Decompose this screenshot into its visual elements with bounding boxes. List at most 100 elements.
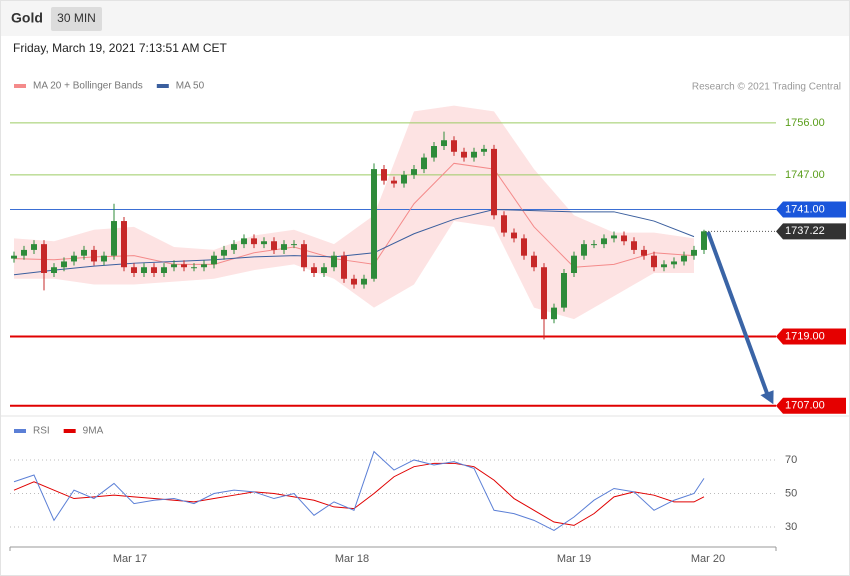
x-tick-label: Mar 17 (113, 553, 147, 565)
candle-body (561, 273, 567, 308)
level-label: 1719.00 (785, 330, 825, 342)
legend-swatch (14, 84, 26, 88)
candle-body (451, 140, 457, 152)
candle-body (601, 238, 607, 245)
candle-body (521, 238, 527, 256)
ma20-line (13, 162, 695, 268)
candle-body (371, 169, 377, 279)
candle-body (161, 267, 167, 273)
candle-body (441, 140, 447, 147)
level-label: 1707.00 (785, 400, 825, 412)
rsi-tick-label: 50 (785, 487, 797, 499)
rsi-tick-label: 30 (785, 521, 797, 533)
x-tick-label: Mar 20 (691, 553, 725, 565)
candle-body (11, 255, 17, 259)
candle-body (311, 267, 317, 273)
legend-swatch (14, 429, 26, 433)
candle-body (201, 264, 207, 268)
ma50-line (13, 209, 695, 276)
x-tick-label: Mar 19 (557, 553, 591, 565)
candle-body (671, 261, 677, 265)
candle-body (261, 241, 267, 245)
candle-body (41, 244, 47, 273)
candle-body (501, 215, 507, 233)
level-tag (776, 328, 846, 345)
candle-body (491, 148, 497, 216)
level-tag (776, 397, 846, 414)
candle-body (581, 244, 587, 256)
candle-body (281, 244, 287, 250)
candle-body (511, 232, 517, 239)
level-tag (776, 223, 846, 240)
candle-body (541, 267, 547, 320)
forecast-arrow (706, 231, 770, 397)
legend-swatch (156, 84, 169, 88)
credit: Research © 2021 Trading Central (692, 82, 841, 93)
candle-body (101, 255, 107, 262)
title: Gold (11, 10, 43, 26)
subtitle: Friday, March 19, 2021 7:13:51 AM CET (13, 41, 228, 55)
candle-body (291, 244, 297, 246)
candle-body (621, 235, 627, 242)
level-label: 1741.00 (785, 203, 825, 215)
candle-body (21, 249, 27, 256)
candle-body (91, 249, 97, 262)
candle-body (51, 267, 57, 273)
candle-body (111, 221, 117, 256)
candle-body (141, 267, 147, 273)
candle-body (461, 151, 467, 158)
candle-body (691, 249, 697, 256)
rsi-ma-line (13, 462, 705, 526)
candle-body (301, 244, 307, 268)
legend-label: MA 50 (176, 81, 205, 92)
candle-body (401, 174, 407, 184)
candle-body (81, 249, 87, 256)
candle-body (611, 235, 617, 239)
candle-body (651, 255, 657, 268)
header-bar (1, 1, 849, 36)
candle-body (61, 261, 67, 268)
interval[interactable]: 30 MIN (57, 11, 96, 25)
candle-body (181, 264, 187, 268)
candle-body (251, 238, 257, 245)
candle-body (641, 249, 647, 256)
candle-body (351, 278, 357, 285)
candle-body (661, 264, 667, 268)
candle-body (171, 264, 177, 268)
candle-body (531, 255, 537, 268)
x-tick-label: Mar 18 (335, 553, 369, 565)
candle-body (121, 221, 127, 268)
level-label: 1756.00 (785, 117, 825, 129)
candle-body (31, 244, 37, 250)
candle-body (151, 267, 157, 273)
rsi-line (13, 450, 705, 531)
interval-button[interactable] (51, 7, 102, 31)
level-label: 1747.00 (785, 169, 825, 181)
candle-body (131, 267, 137, 273)
candle-body (471, 151, 477, 158)
legend-label: MA 20 + Bollinger Bands (33, 81, 143, 92)
candle-body (391, 180, 397, 184)
rsi-tick-label: 70 (785, 454, 797, 466)
candle-body (331, 255, 337, 268)
candle-body (271, 241, 277, 250)
forecast-arrowhead (760, 390, 774, 405)
candle-body (431, 146, 437, 158)
candle-body (321, 267, 327, 273)
candle-body (551, 307, 557, 320)
candle-body (421, 157, 427, 170)
candle-body (211, 255, 217, 265)
candle-body (241, 238, 247, 245)
candle-body (701, 231, 707, 250)
candle-body (681, 255, 687, 262)
candle-body (191, 267, 197, 269)
legend-label: 9MA (83, 426, 104, 437)
legend-swatch (63, 429, 76, 433)
candle-body (361, 278, 367, 285)
candle-body (71, 255, 77, 262)
candle-body (221, 249, 227, 256)
candle-body (341, 255, 347, 279)
level-tag (776, 201, 846, 218)
